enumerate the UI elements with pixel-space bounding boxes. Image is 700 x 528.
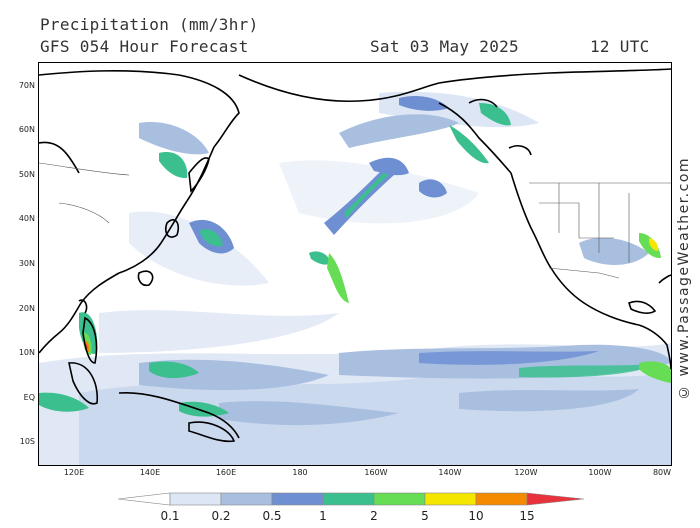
legend-swatch-2 bbox=[373, 492, 426, 506]
forecast-date: Sat 03 May 2025 bbox=[370, 37, 519, 56]
legend-label-0.1: 0.1 bbox=[160, 509, 180, 523]
legend-label-2: 2 bbox=[370, 509, 378, 523]
lon-label-100w: 100W bbox=[588, 468, 612, 477]
legend-label-15: 15 bbox=[519, 509, 535, 523]
legend-swatch-1 bbox=[322, 492, 375, 506]
precip-field bbox=[39, 91, 671, 465]
lat-label-10s: 10S bbox=[19, 437, 35, 446]
legend-swatch-0.5 bbox=[271, 492, 324, 506]
legend-swatch-5 bbox=[424, 492, 477, 506]
lon-label-140w: 140W bbox=[438, 468, 462, 477]
legend-swatch-10 bbox=[475, 492, 528, 506]
lat-label-60n: 60N bbox=[18, 125, 35, 134]
passageweather-credit: © www.PassageWeather.com bbox=[676, 156, 692, 400]
lon-label-180: 180 bbox=[292, 468, 308, 477]
lat-label-50n: 50N bbox=[18, 170, 35, 179]
lat-label-20n: 20N bbox=[18, 304, 35, 313]
legend-label-0.2: 0.2 bbox=[211, 509, 231, 523]
country-borders bbox=[39, 162, 671, 279]
legend-colorbar bbox=[118, 492, 584, 506]
lon-label-160w: 160W bbox=[364, 468, 388, 477]
legend-swatch-below bbox=[118, 492, 171, 506]
precip-legend: 0.1 0.2 0.5 1 2 5 10 15 bbox=[118, 492, 584, 528]
forecast-subtitle: GFS 054 Hour Forecast bbox=[40, 37, 249, 56]
legend-swatch-15 bbox=[526, 492, 584, 506]
lat-label-eq: EQ bbox=[23, 393, 35, 402]
lat-label-10n: 10N bbox=[18, 348, 35, 357]
lon-label-80w: 80W bbox=[652, 468, 672, 477]
legend-label-5: 5 bbox=[421, 509, 429, 523]
lon-label-140e: 140E bbox=[139, 468, 161, 477]
lat-label-30n: 30N bbox=[18, 259, 35, 268]
lat-label-40n: 40N bbox=[18, 214, 35, 223]
legend-label-1: 1 bbox=[319, 509, 327, 523]
lon-label-120w: 120W bbox=[514, 468, 538, 477]
coastlines bbox=[39, 68, 671, 443]
legend-swatch-0.2 bbox=[220, 492, 273, 506]
lon-label-160e: 160E bbox=[215, 468, 237, 477]
legend-label-0.5: 0.5 bbox=[262, 509, 282, 523]
map-canvas bbox=[39, 68, 671, 465]
precipitation-map bbox=[38, 62, 672, 466]
lat-label-70n: 70N bbox=[18, 81, 35, 90]
legend-label-10: 10 bbox=[468, 509, 484, 523]
lon-label-120e: 120E bbox=[63, 468, 85, 477]
map-title: Precipitation (mm/3hr) bbox=[40, 15, 259, 34]
legend-swatch-0.1 bbox=[169, 492, 222, 506]
forecast-time: 12 UTC bbox=[590, 37, 650, 56]
